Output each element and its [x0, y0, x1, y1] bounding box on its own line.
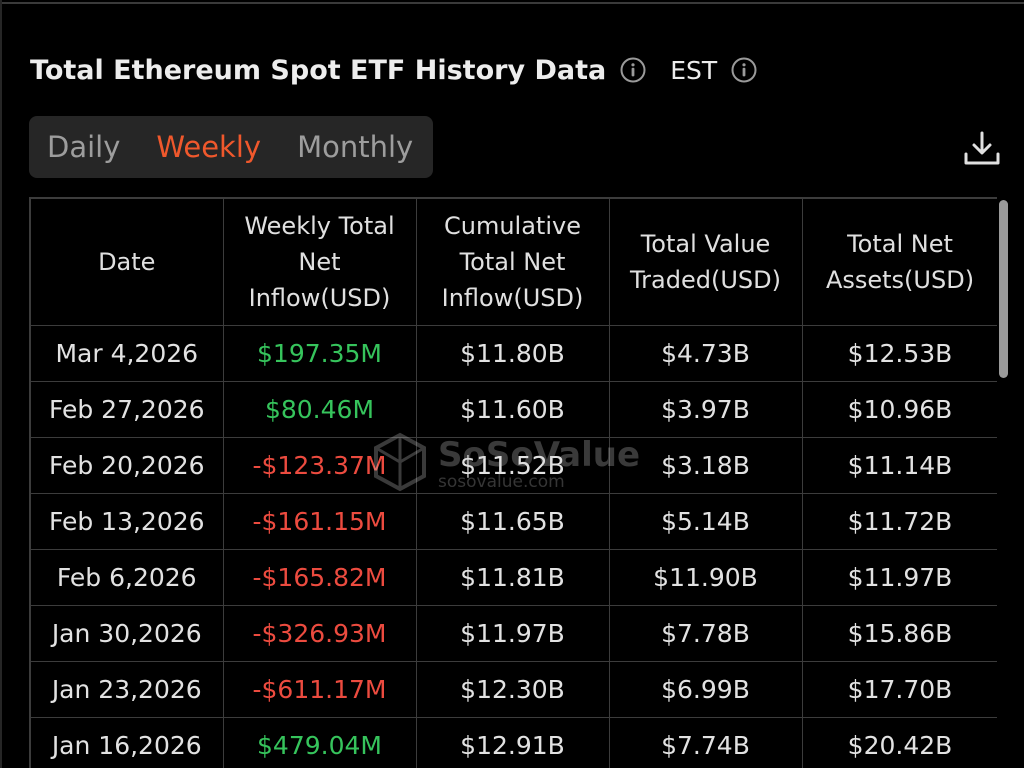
table-cell: $80.46M [222, 381, 417, 438]
table-cell: -$123.37M [222, 437, 417, 494]
table-cell: $12.53B [801, 325, 997, 382]
table-cell: $17.70B [801, 661, 997, 718]
table-cell: Feb 27,2026 [29, 381, 224, 438]
table-header-row: Date Weekly Total Net Inflow(USD) Cumulati… [29, 197, 997, 326]
table-cell: $197.35M [222, 325, 417, 382]
column-header: Date [29, 197, 224, 326]
period-tabs: Daily Weekly Monthly [29, 116, 433, 178]
table-cell: Mar 4,2026 [29, 325, 224, 382]
table-cell: $15.86B [801, 605, 997, 662]
tab-monthly[interactable]: Monthly [297, 130, 414, 164]
table-cell: -$326.93M [222, 605, 417, 662]
column-header: Total Net Assets(USD) [801, 197, 997, 326]
table-cell: -$611.17M [222, 661, 417, 718]
table-cell: $5.14B [608, 493, 803, 550]
timezone-label: EST [670, 55, 718, 85]
table-cell: $11.72B [801, 493, 997, 550]
table-row[interactable]: Feb 20,2026 -$123.37M $11.52B $3.18B $11.14B [29, 437, 997, 494]
table-cell: Jan 30,2026 [29, 605, 224, 662]
left-divider [0, 0, 2, 768]
table-row[interactable]: Mar 4,2026 $197.35M $11.80B $4.73B $12.53B [29, 325, 997, 382]
table-cell: $20.42B [801, 717, 997, 768]
table-cell: $3.18B [608, 437, 803, 494]
table-cell: $12.91B [415, 717, 610, 768]
table-cell: $11.97B [415, 605, 610, 662]
table-cell: -$161.15M [222, 493, 417, 550]
table-cell: -$165.82M [222, 549, 417, 606]
table-cell: $10.96B [801, 381, 997, 438]
tab-weekly[interactable]: Weekly [156, 130, 262, 164]
table-cell: $11.52B [415, 437, 610, 494]
table-cell: Feb 20,2026 [29, 437, 224, 494]
timezone-info-icon[interactable] [731, 57, 757, 83]
table-cell: $3.97B [608, 381, 803, 438]
table-cell: $11.14B [801, 437, 997, 494]
table-cell: $11.90B [608, 549, 803, 606]
table-cell: $11.80B [415, 325, 610, 382]
table-scrollbar[interactable] [999, 200, 1008, 378]
table-cell: $11.60B [415, 381, 610, 438]
column-header: Total Value Traded(USD) [608, 197, 803, 326]
table-cell: Jan 16,2026 [29, 717, 224, 768]
download-icon[interactable] [962, 128, 1002, 168]
table-cell: $11.65B [415, 493, 610, 550]
table-cell: $12.30B [415, 661, 610, 718]
table-row[interactable]: Feb 27,2026 $80.46M $11.60B $3.97B $10.96B [29, 381, 997, 438]
table-cell: $7.78B [608, 605, 803, 662]
column-header: Cumulative Total Net Inflow(USD) [415, 197, 610, 326]
table-cell: $6.99B [608, 661, 803, 718]
table-cell: Jan 23,2026 [29, 661, 224, 718]
table-row[interactable]: Feb 13,2026 -$161.15M $11.65B $5.14B $11.72B [29, 493, 997, 550]
table-cell: Feb 13,2026 [29, 493, 224, 550]
table-cell: $11.97B [801, 549, 997, 606]
table-cell: $11.81B [415, 549, 610, 606]
column-header: Weekly Total Net Inflow(USD) [222, 197, 417, 326]
info-circle-icon[interactable] [620, 57, 646, 83]
header: Total Ethereum Spot ETF History Data EST [30, 48, 757, 92]
table-cell: Feb 6,2026 [29, 549, 224, 606]
table-cell: $7.74B [608, 717, 803, 768]
top-divider [0, 2, 1024, 4]
table-cell: $4.73B [608, 325, 803, 382]
page-title: Total Ethereum Spot ETF History Data [30, 54, 607, 86]
table-row[interactable]: Feb 6,2026 -$165.82M $11.81B $11.90B $11.97B [29, 549, 997, 606]
etf-history-table-container: Date Weekly Total Net Inflow(USD) Cumulati… [29, 197, 997, 768]
tab-daily[interactable]: Daily [47, 130, 121, 164]
table-row[interactable]: Jan 16,2026 $479.04M $12.91B $7.74B $20.42B [29, 717, 997, 768]
table-row[interactable]: Jan 23,2026 -$611.17M $12.30B $6.99B $17.70B [29, 661, 997, 718]
table-cell: $479.04M [222, 717, 417, 768]
table-row[interactable]: Jan 30,2026 -$326.93M $11.97B $7.78B $15.86B [29, 605, 997, 662]
etf-history-table: Date Weekly Total Net Inflow(USD) Cumulati… [29, 197, 997, 768]
